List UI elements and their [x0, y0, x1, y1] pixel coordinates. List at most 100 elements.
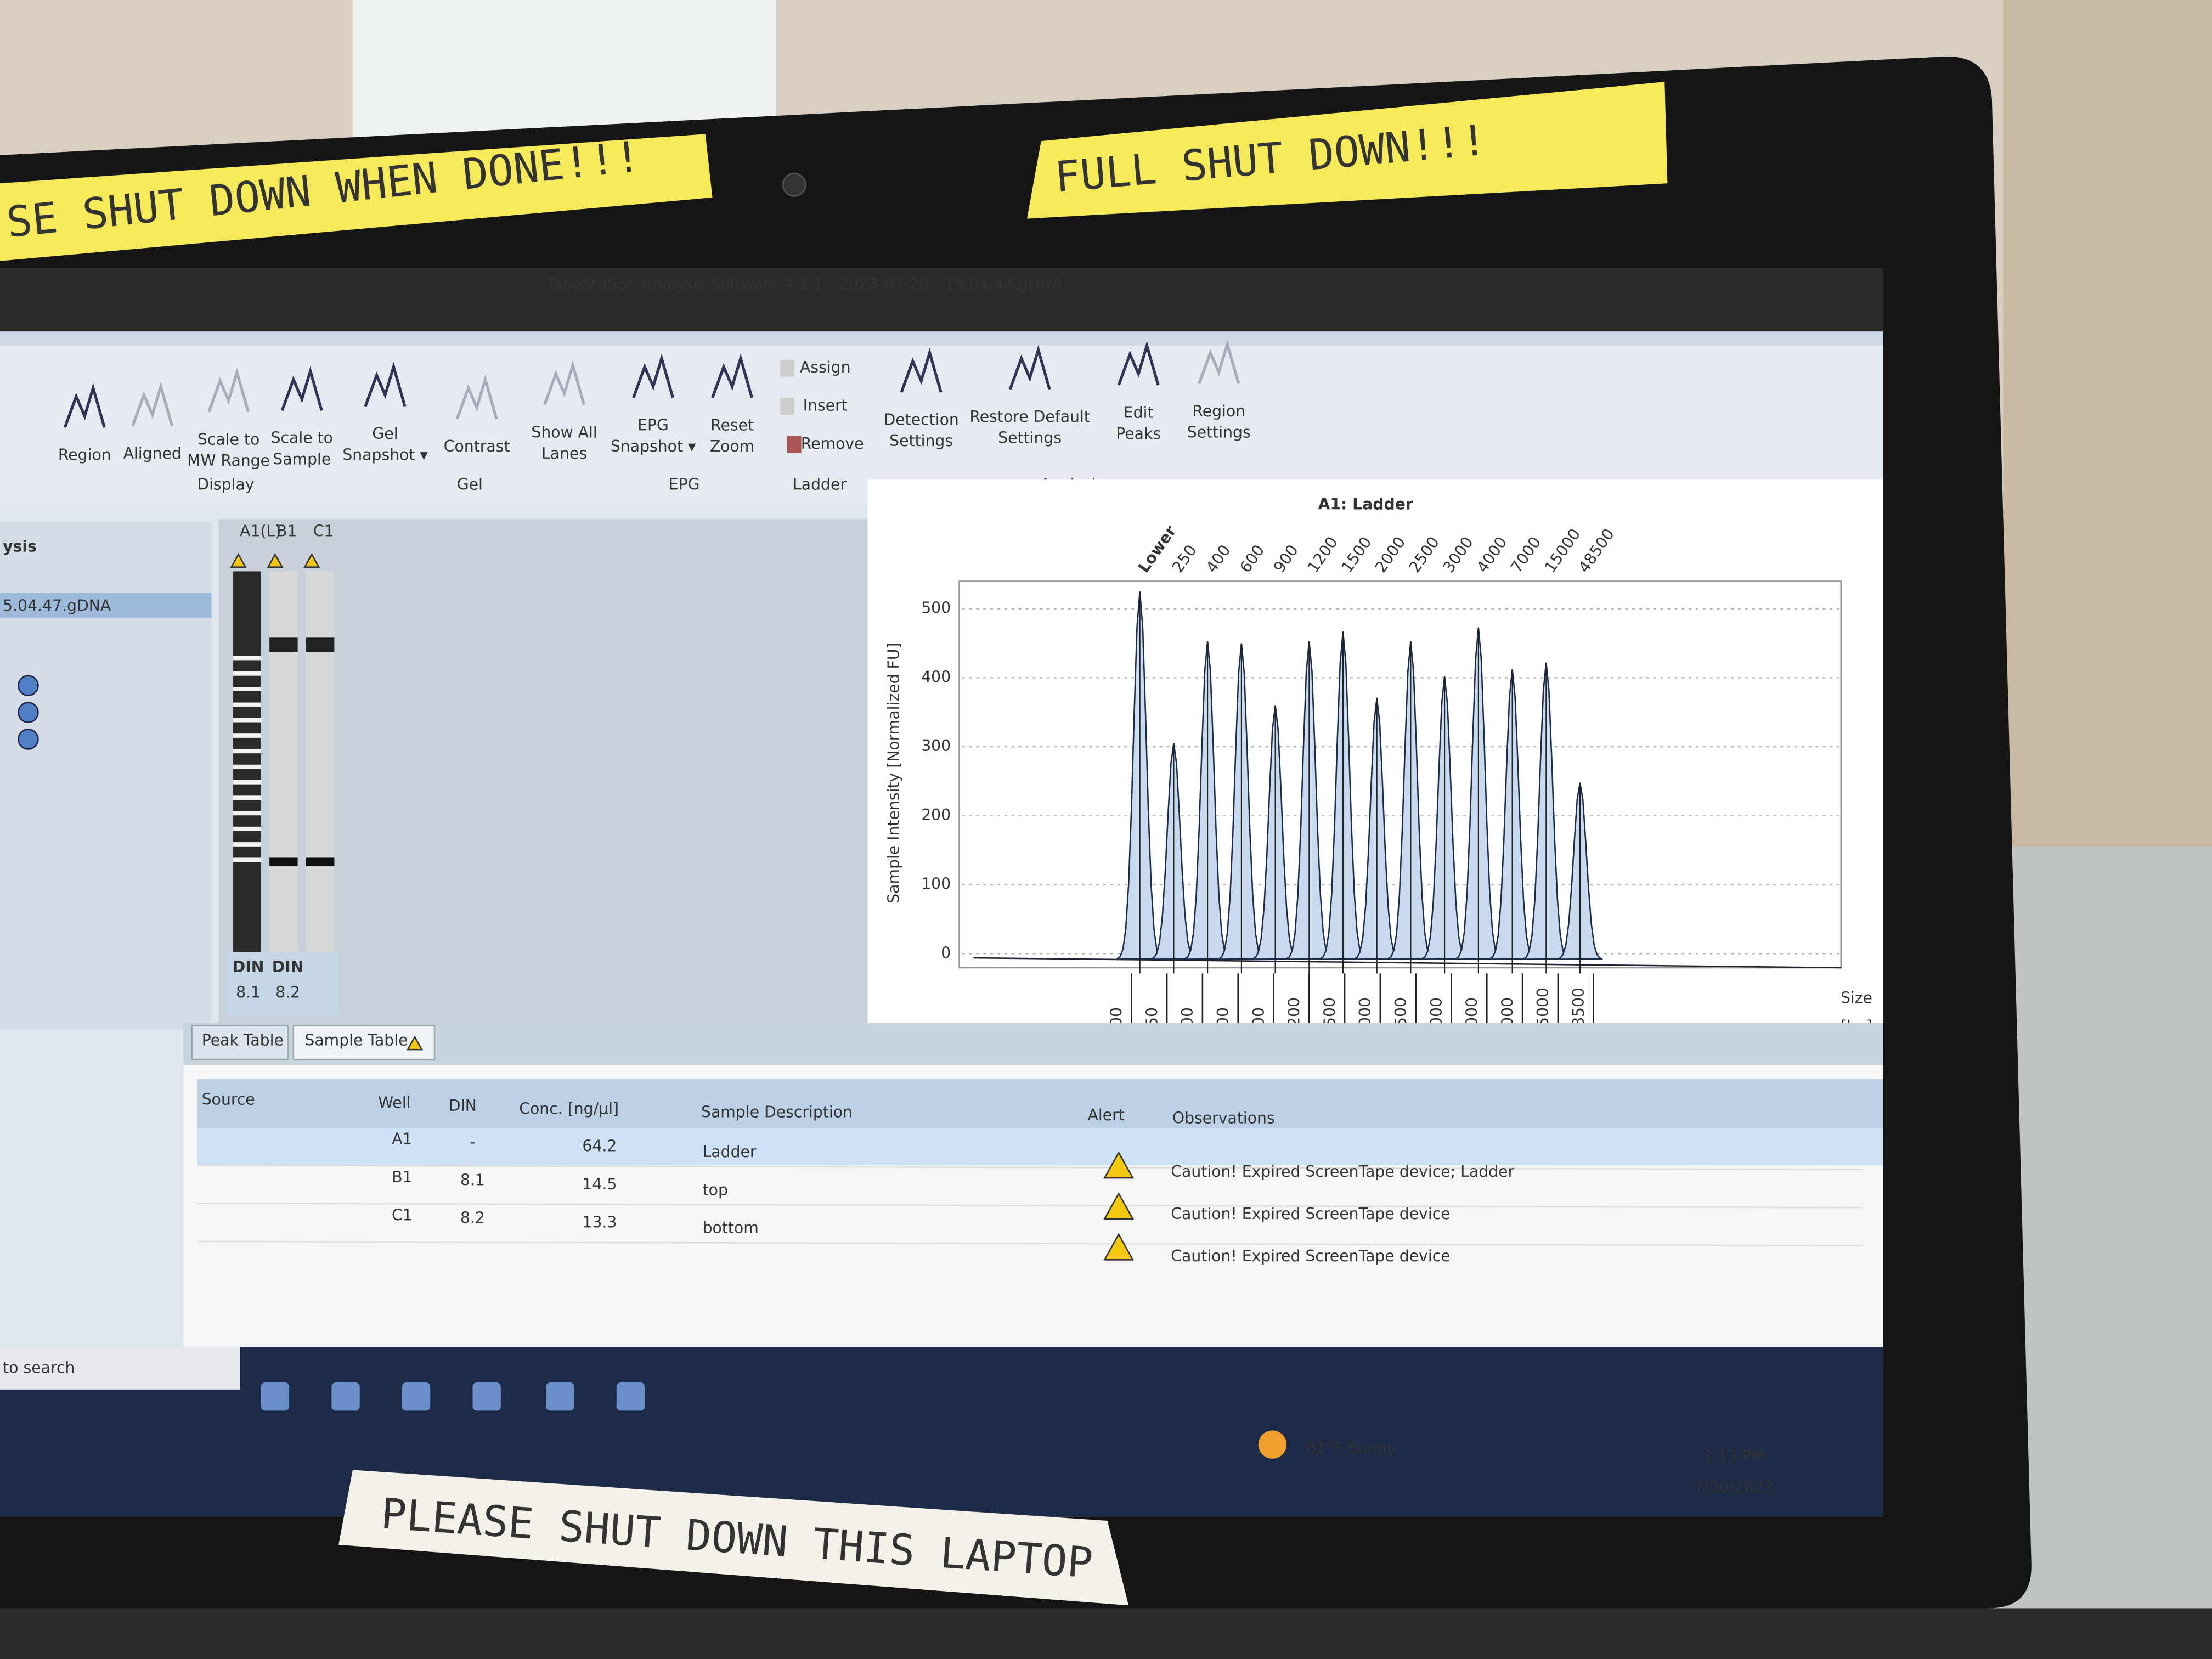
gel-lane [233, 571, 261, 952]
ribbon-button[interactable]: Detection [883, 410, 958, 428]
column-header[interactable]: DIN [449, 1097, 477, 1115]
ladder-band [233, 857, 261, 862]
warning-icon [303, 552, 320, 568]
ribbon-button[interactable]: Scale to [198, 430, 259, 448]
cell-well: A1 [392, 1130, 412, 1148]
cell-description: bottom [703, 1219, 759, 1237]
gel-lane [269, 571, 298, 952]
warning-icon [230, 552, 247, 568]
taskbar-app [331, 1383, 360, 1411]
ribbon-button[interactable]: Snapshot ▾ [342, 446, 428, 464]
lane-label: B1 [276, 522, 297, 540]
column-header[interactable]: Observations [1172, 1109, 1275, 1127]
cell-observation: Caution! Expired ScreenTape device [1171, 1247, 1450, 1265]
ribbon-button[interactable]: Lanes [541, 444, 587, 462]
file-name: 5.04.47.gDNA [3, 597, 111, 615]
y-axis-label: Sample Intensity [Normalized FU] [884, 643, 902, 904]
y-tick-label: 300 [921, 737, 951, 755]
ladder-band [233, 780, 261, 785]
ladder-band [233, 718, 261, 723]
ribbon-icon [63, 382, 106, 428]
laptop-base [0, 1608, 2212, 1659]
row-highlight [198, 1128, 1883, 1165]
search-text: to search [3, 1358, 75, 1376]
ribbon-button[interactable]: Gel [372, 425, 398, 443]
column-header[interactable]: Alert [1088, 1106, 1125, 1124]
weather-icon [1258, 1430, 1287, 1459]
ribbon-group: Display [197, 476, 254, 494]
taskbar-app [402, 1383, 431, 1411]
ribbon-icon [1198, 339, 1240, 385]
left-title: ysis [3, 538, 37, 556]
warning-icon [1103, 1151, 1135, 1179]
ribbon-button[interactable]: Show All [531, 423, 597, 441]
y-tick-label: 200 [921, 806, 951, 824]
column-header[interactable]: Well [378, 1093, 410, 1111]
gel-lane [306, 571, 335, 952]
din-value: 8.1 [236, 983, 261, 1001]
ribbon-button[interactable]: Sample [273, 450, 331, 468]
title-bar [0, 268, 1883, 332]
warning-icon [1103, 1233, 1135, 1261]
cell-conc: 13.3 [582, 1213, 617, 1231]
taskbar-app [472, 1383, 501, 1411]
ribbon [0, 346, 1883, 504]
ribbon-button[interactable]: Region [1192, 402, 1245, 420]
cell-din: - [470, 1133, 475, 1151]
ribbon-icon [1117, 340, 1160, 386]
cell-conc: 14.5 [582, 1175, 617, 1193]
tab-label[interactable]: Sample Table [304, 1031, 408, 1049]
tab-label[interactable]: Peak Table [202, 1031, 284, 1049]
taskbar-app [616, 1383, 645, 1411]
ribbon-button[interactable]: Settings [889, 432, 953, 450]
ribbon-button[interactable]: Remove [801, 435, 864, 453]
ladder-band [233, 826, 261, 831]
ribbon-button[interactable]: Reset [710, 416, 754, 435]
search-box [0, 1347, 240, 1390]
row-divider [197, 1164, 1863, 1170]
taskbar-app [261, 1383, 290, 1411]
column-header[interactable]: Sample Description [701, 1103, 853, 1121]
ribbon-icon [780, 398, 794, 415]
well [18, 729, 39, 750]
row-divider [197, 1240, 1863, 1246]
ribbon-button[interactable]: Edit [1124, 403, 1154, 421]
ribbon-button[interactable]: Settings [1187, 423, 1251, 441]
ribbon-icon [207, 367, 250, 413]
ribbon-button[interactable]: EPG [637, 416, 669, 435]
cell-din: 8.1 [460, 1171, 485, 1189]
table-header [198, 1079, 1883, 1129]
ribbon-button[interactable]: Contrast [444, 437, 510, 455]
warning-icon [267, 552, 284, 568]
cell-well: C1 [392, 1206, 413, 1224]
ladder-band [233, 842, 261, 847]
ribbon-group: Ladder [793, 476, 847, 494]
x-axis-label: Size [1841, 989, 1872, 1007]
ribbon-icon [711, 353, 754, 399]
ribbon-button[interactable]: Aligned [123, 444, 182, 462]
tape [338, 1470, 1129, 1606]
well [18, 702, 39, 723]
ribbon-button[interactable]: MW Range [187, 452, 270, 470]
ribbon-button[interactable]: Zoom [710, 437, 755, 455]
ribbon-button[interactable]: Scale to [271, 429, 333, 447]
ribbon-button[interactable]: Settings [998, 429, 1062, 447]
column-header[interactable]: Conc. [ng/µl] [519, 1100, 619, 1118]
ribbon-button[interactable]: Snapshot ▾ [611, 437, 696, 455]
column-header[interactable]: Source [202, 1091, 255, 1109]
din-value: 8.2 [275, 983, 300, 1001]
ribbon-icon [900, 347, 943, 393]
ladder-band [233, 687, 261, 691]
ribbon-button[interactable]: Region [58, 446, 111, 464]
ladder-band [233, 795, 261, 800]
taskbar [0, 1347, 1883, 1517]
lane-label: A1(L) [240, 522, 281, 540]
gel-band [269, 857, 298, 866]
bench [2003, 846, 2212, 1659]
ribbon-button[interactable]: Restore Default [969, 408, 1090, 426]
ribbon-button[interactable]: Insert [803, 397, 848, 415]
ribbon-button[interactable]: Peaks [1116, 425, 1161, 443]
ribbon-button[interactable]: Assign [800, 358, 851, 376]
clock-date: 7/20/2023 [1694, 1479, 1774, 1497]
